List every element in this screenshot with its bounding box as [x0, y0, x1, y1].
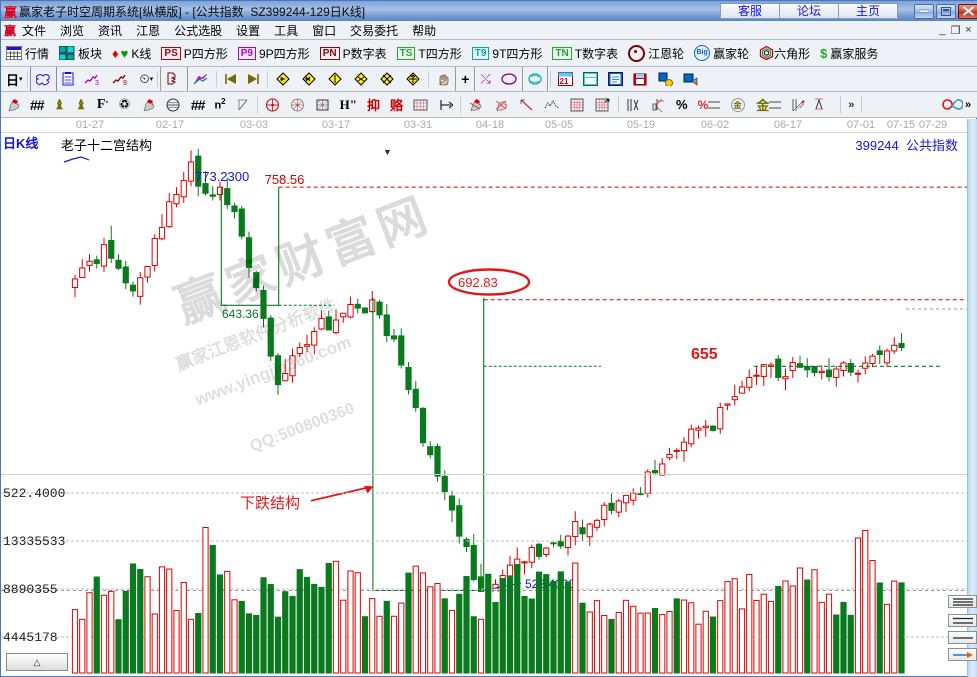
svg-text:21: 21 [559, 77, 568, 86]
svg-text:9: 9 [123, 80, 127, 86]
svg-text:773.2300: 773.2300 [195, 169, 249, 184]
svg-text:3: 3 [95, 80, 99, 86]
svg-text:692.83: 692.83 [458, 275, 498, 290]
svg-text:金: 金 [733, 100, 743, 110]
svg-text:758.56: 758.56 [265, 172, 305, 187]
svg-text:643.36: 643.36 [222, 307, 259, 321]
svg-text:655: 655 [691, 346, 718, 363]
